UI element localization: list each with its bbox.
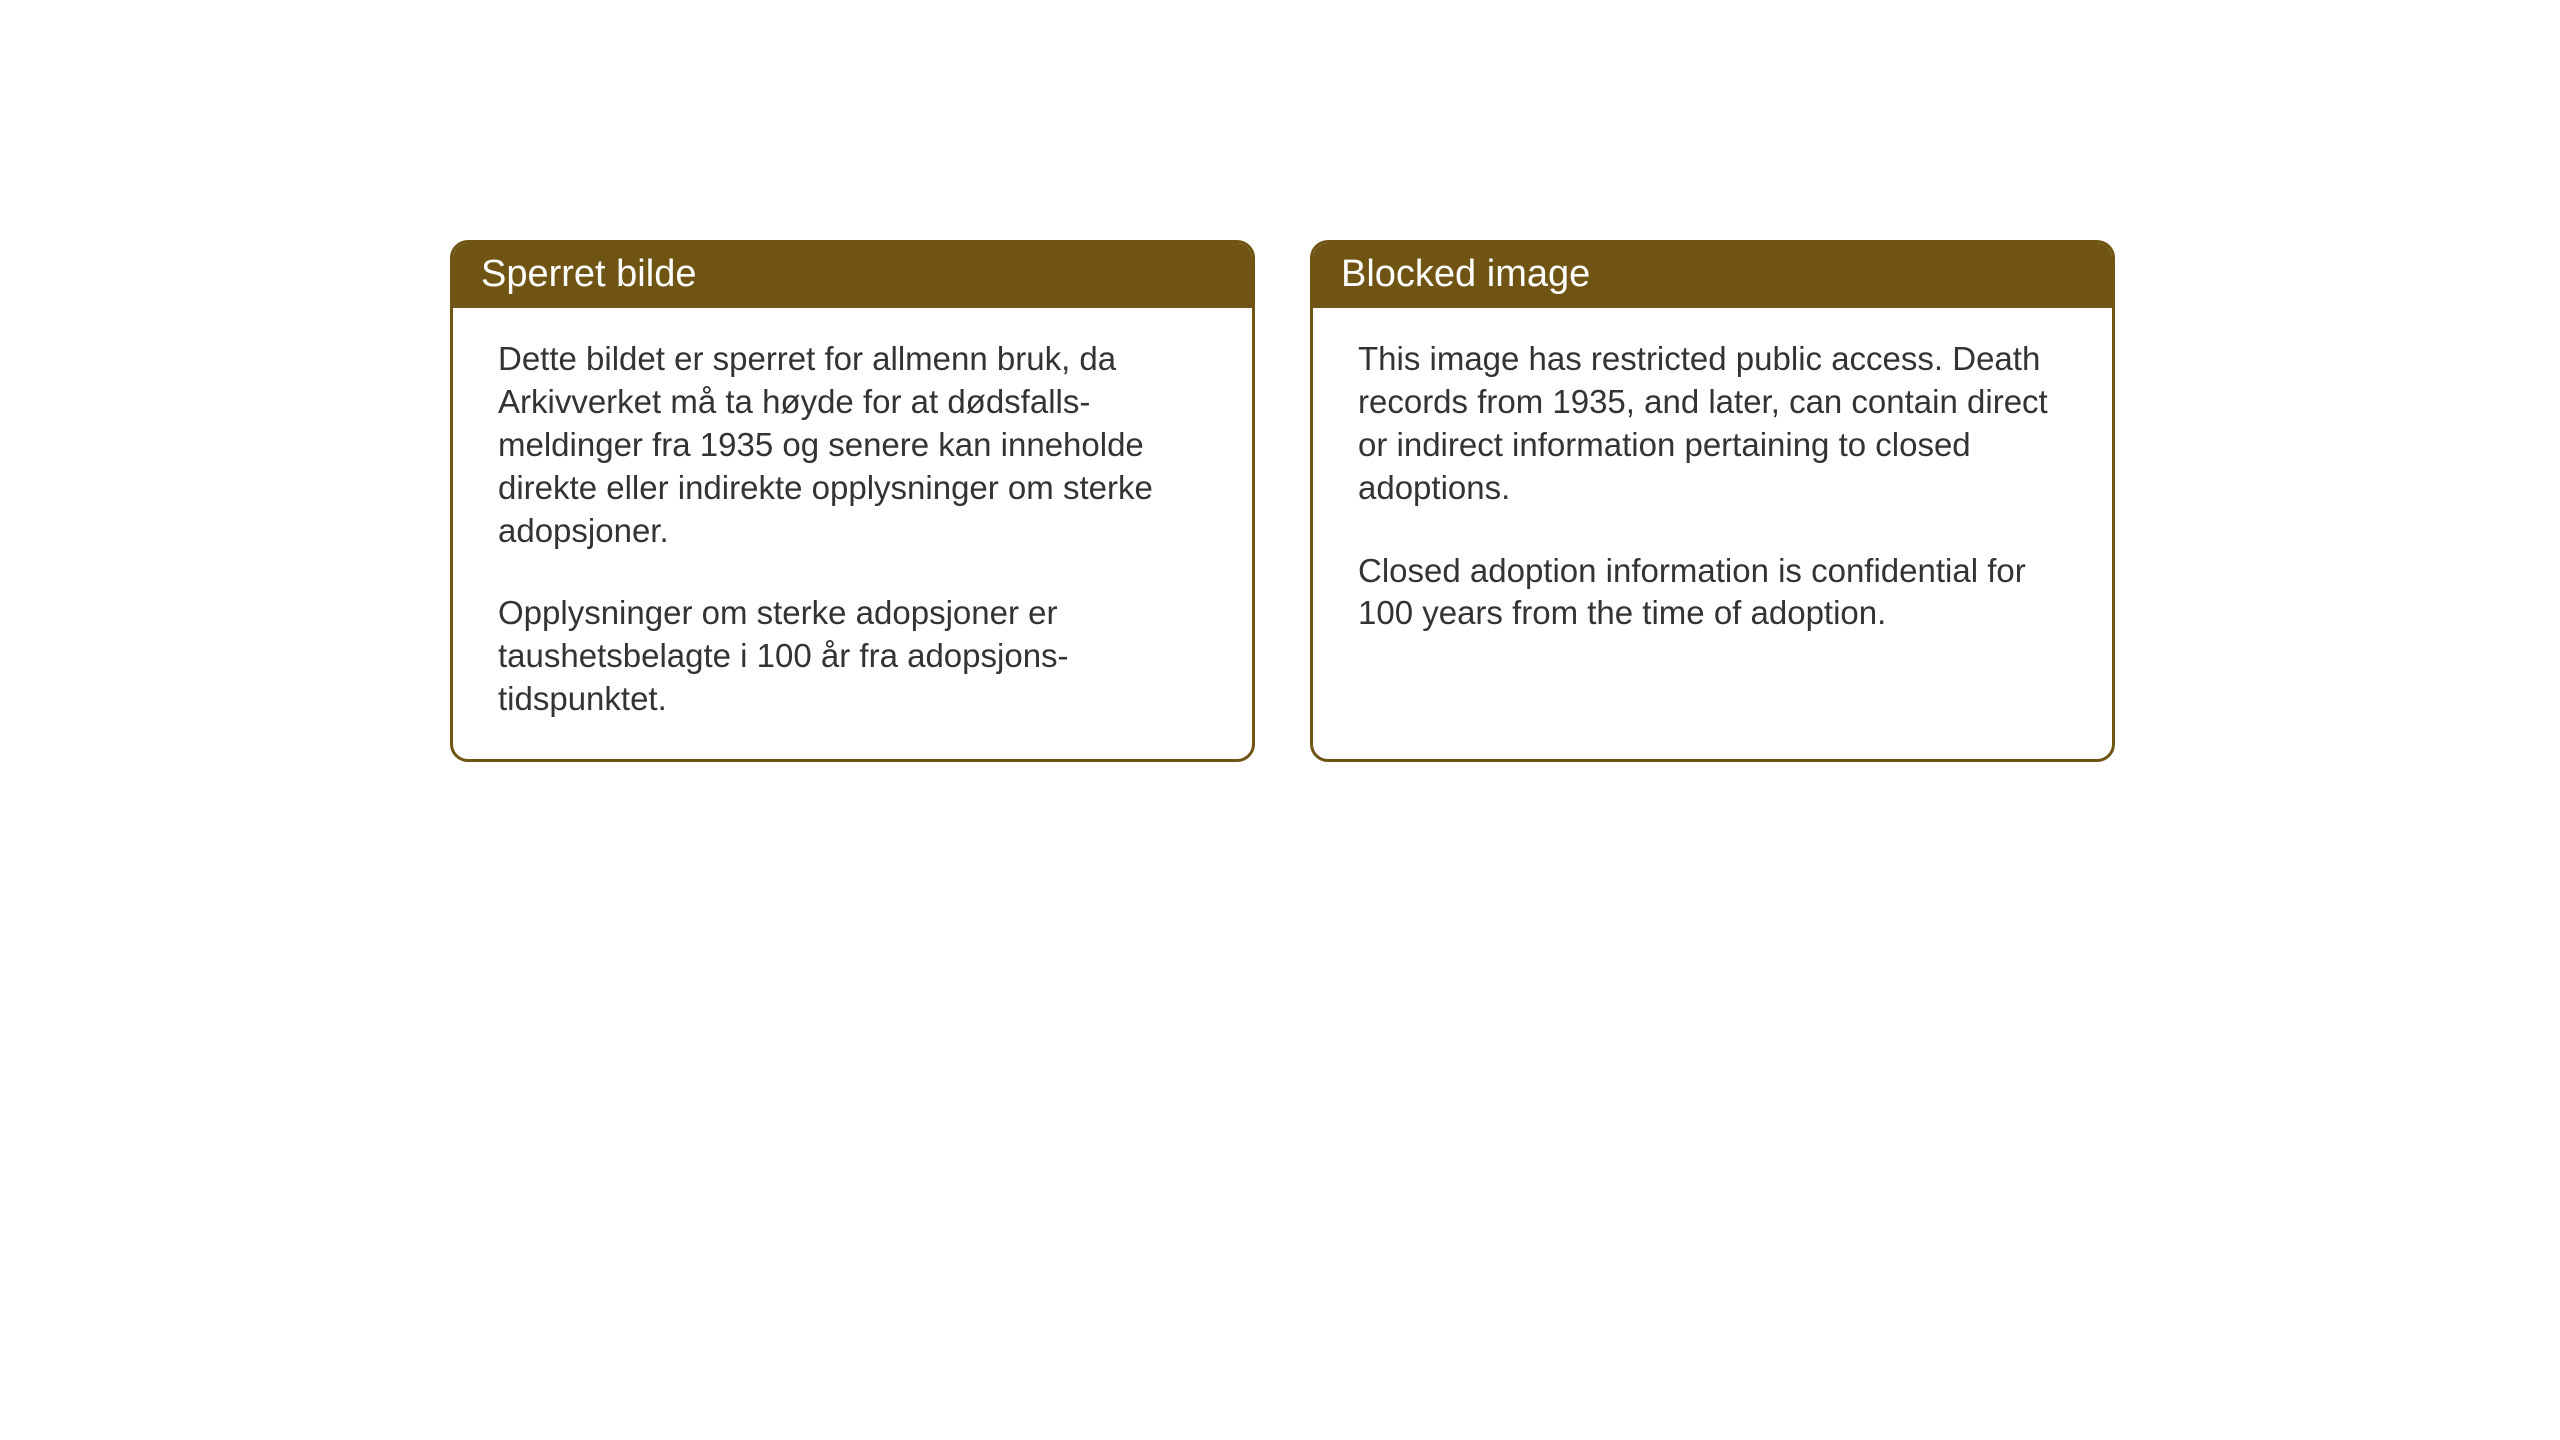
card-body-norwegian: Dette bildet er sperret for allmenn bruk… xyxy=(453,308,1252,759)
card-paragraph: Opplysninger om sterke adopsjoner er tau… xyxy=(498,592,1207,721)
card-body-english: This image has restricted public access.… xyxy=(1313,308,2112,673)
card-paragraph: This image has restricted public access.… xyxy=(1358,338,2067,510)
card-paragraph: Closed adoption information is confident… xyxy=(1358,550,2067,636)
card-header-norwegian: Sperret bilde xyxy=(453,243,1252,308)
card-english: Blocked image This image has restricted … xyxy=(1310,240,2115,762)
card-title: Sperret bilde xyxy=(481,253,696,295)
card-header-english: Blocked image xyxy=(1313,243,2112,308)
cards-container: Sperret bilde Dette bildet er sperret fo… xyxy=(450,240,2115,762)
card-title: Blocked image xyxy=(1341,253,1590,295)
card-paragraph: Dette bildet er sperret for allmenn bruk… xyxy=(498,338,1207,552)
card-norwegian: Sperret bilde Dette bildet er sperret fo… xyxy=(450,240,1255,762)
